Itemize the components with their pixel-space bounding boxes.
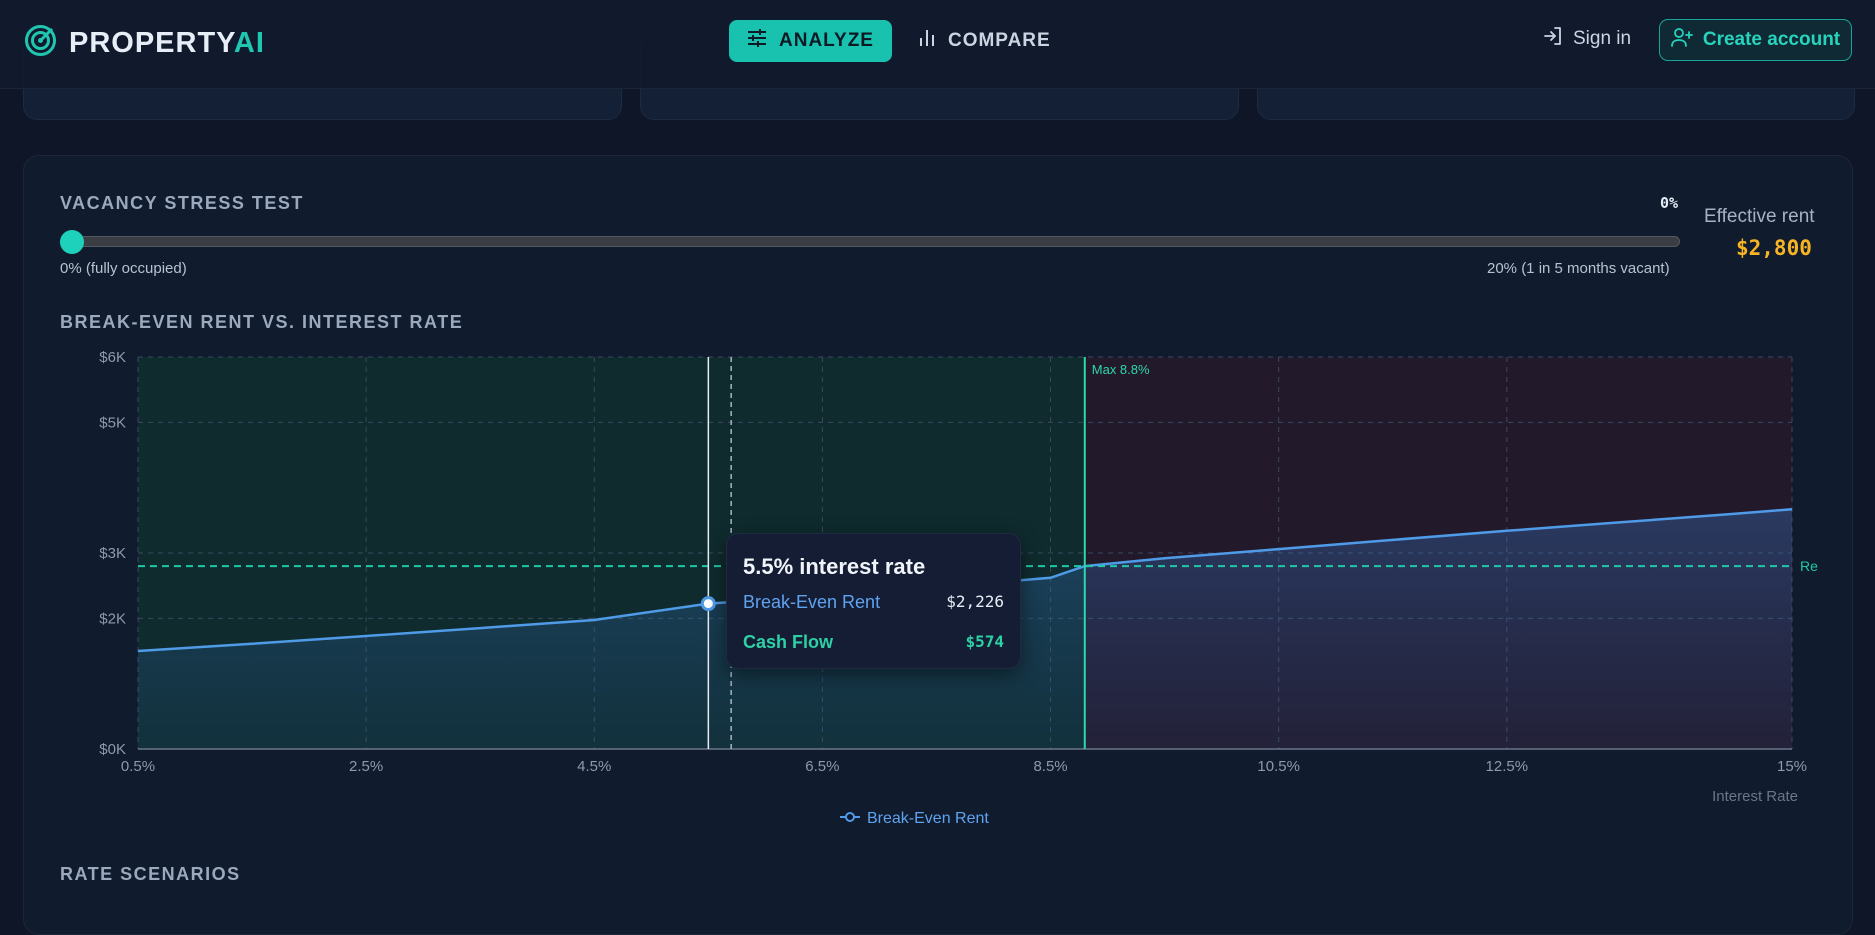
tab-label: COMPARE [947, 30, 1051, 51]
brand-logo[interactable]: PROPERTYAI [24, 24, 265, 62]
x-tick-label: 6.5% [805, 758, 839, 775]
y-tick-label: $5K [99, 414, 126, 431]
chart-legend-item[interactable]: Break-Even Rent [839, 810, 989, 828]
tooltip-label: Break-Even Rent [743, 592, 881, 612]
effective-rent-value: $2,800 [1736, 236, 1812, 260]
user-plus-icon [1670, 27, 1693, 53]
tab-label: ANALYZE [779, 30, 874, 51]
tooltip-value: $2,226 [946, 592, 1004, 611]
x-tick-label: 15% [1777, 758, 1807, 775]
sign-in-button[interactable]: Sign in [1543, 26, 1631, 52]
y-tick-label: $0K [99, 741, 126, 758]
legend-label: Break-Even Rent [867, 810, 989, 827]
x-tick-label: 2.5% [349, 758, 383, 775]
main-tabs: ANALYZE COMPARE [729, 20, 1069, 62]
vacancy-value: 0% [1660, 194, 1679, 212]
slider-min-label: 0% (fully occupied) [60, 260, 187, 277]
max-rate-label: Max 8.8% [1092, 362, 1150, 377]
chart-tooltip: 5.5% interest rate Break-Even Rent $2,22… [726, 533, 1021, 669]
x-tick-label: 4.5% [577, 758, 611, 775]
x-tick-label: 10.5% [1257, 758, 1300, 775]
vacancy-section-title: VACANCY STRESS TEST [60, 193, 304, 213]
tab-compare[interactable]: COMPARE [900, 20, 1069, 62]
reference-line-label: Re [1800, 558, 1818, 574]
y-tick-label: $6K [99, 349, 126, 366]
tooltip-value: $574 [965, 632, 1004, 651]
create-account-button[interactable]: Create account [1659, 19, 1852, 61]
x-tick-label: 0.5% [121, 758, 155, 775]
brand-name: PROPERTYAI [69, 26, 265, 59]
y-tick-label: $2K [99, 610, 126, 627]
tooltip-label: Cash Flow [743, 632, 834, 652]
y-tick-label: $3K [99, 545, 126, 562]
hover-point [700, 596, 716, 612]
x-tick-label: 8.5% [1033, 758, 1067, 775]
navbar-backdrop [0, 0, 1875, 89]
radar-logo-icon [24, 24, 57, 62]
tooltip-title: 5.5% interest rate [743, 554, 926, 579]
chart-section-title: BREAK-EVEN RENT VS. INTEREST RATE [60, 312, 464, 332]
tooltip-row: Break-Even Rent $2,226 [743, 592, 1004, 613]
bar-chart-icon [918, 29, 936, 53]
sign-in-icon [1543, 26, 1563, 52]
tooltip-row: Cash Flow $574 [743, 632, 1004, 653]
top-navbar: PROPERTYAI ANALYZE [0, 0, 1875, 120]
break-even-chart[interactable]: Re Max 8.8% $0K $2K $3K $5K $6K 0.5% 2.5% 4.5% 6.5… [0, 0, 1875, 902]
vacancy-slider-thumb[interactable] [60, 230, 84, 254]
tab-analyze[interactable]: ANALYZE [729, 20, 892, 62]
x-tick-label: 12.5% [1486, 758, 1529, 775]
sign-in-label: Sign in [1573, 28, 1632, 49]
series-line-break-even-rent [137, 507, 1793, 653]
line-marker-icon [839, 810, 861, 828]
create-account-label: Create account [1702, 29, 1841, 50]
sliders-icon [747, 29, 767, 53]
rate-scenarios-title: RATE SCENARIOS [60, 864, 241, 884]
effective-rent-label: Effective rent [1704, 206, 1815, 227]
slider-max-label: 20% (1 in 5 months vacant) [1487, 260, 1670, 277]
x-axis-title: Interest Rate [1712, 788, 1798, 805]
